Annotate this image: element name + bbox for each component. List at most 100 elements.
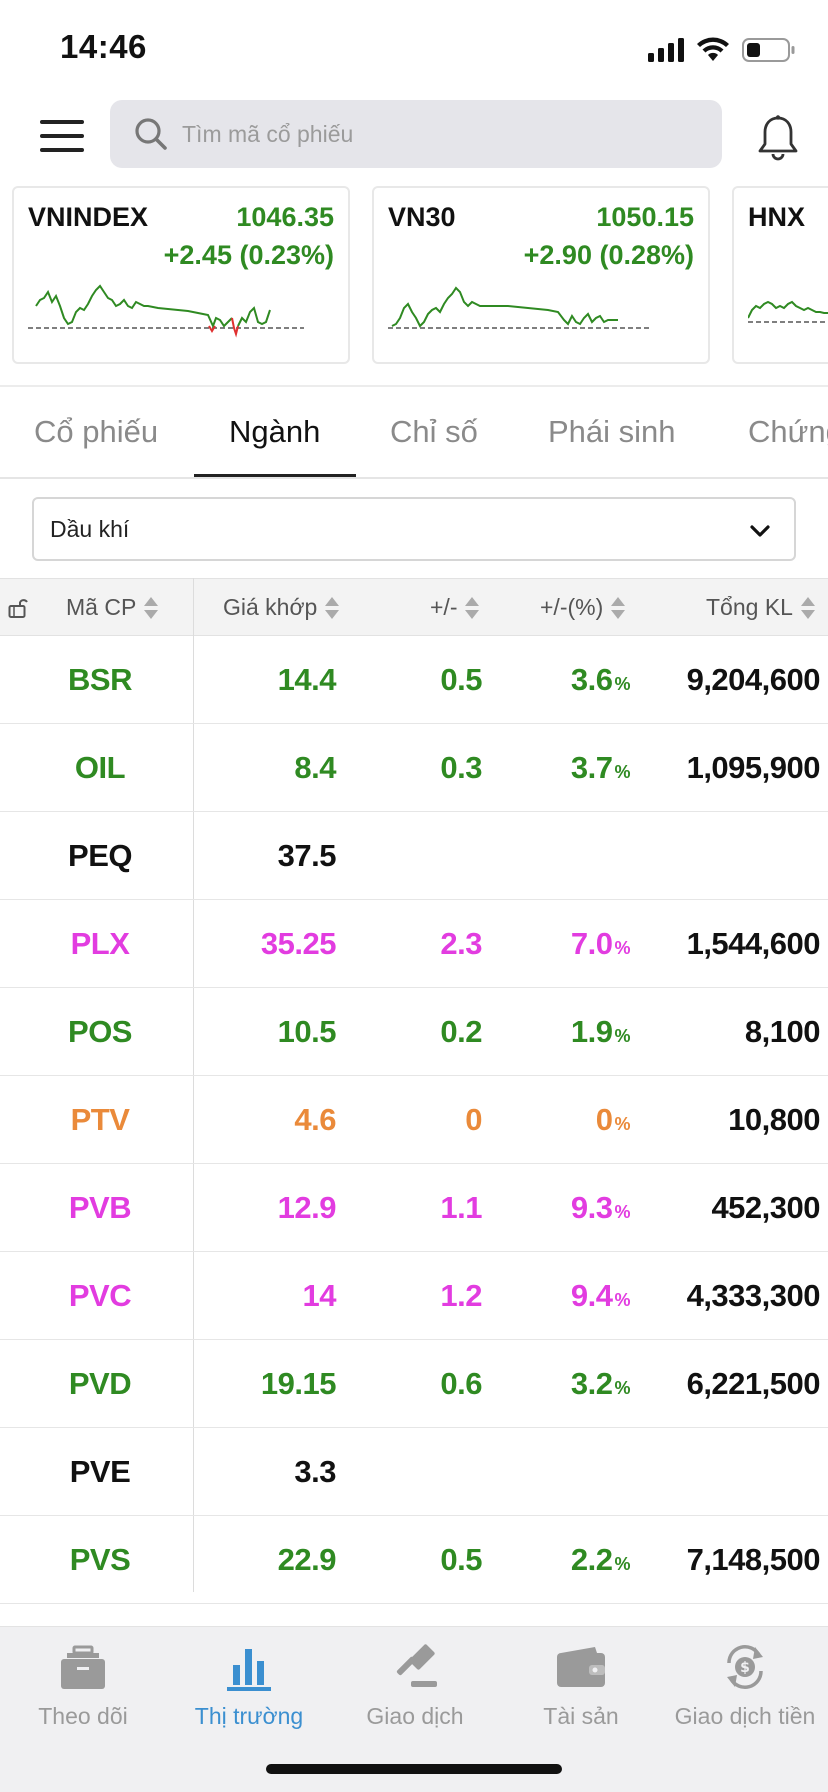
cell-symbol: POS: [68, 1014, 132, 1049]
index-card-vn30[interactable]: VN30 1050.15 +2.90 (0.28%): [372, 186, 710, 364]
table-row[interactable]: PVC 14 1.2 9.4% 4,333,300: [0, 1252, 828, 1340]
cell-volume: 7,148,500: [686, 1542, 821, 1577]
cell-change: 0.6: [440, 1366, 482, 1401]
table-row[interactable]: PLX 35.25 2.3 7.0% 1,544,600: [0, 900, 828, 988]
column-divider: [193, 578, 194, 1592]
cell-price: 8.4: [294, 750, 336, 785]
bar-chart-icon: [227, 1649, 271, 1691]
cell-volume: 9,204,600: [686, 662, 821, 697]
divider: [0, 477, 828, 479]
cell-percent: 7.0%: [570, 926, 631, 961]
table-row[interactable]: PVD 19.15 0.6 3.2% 6,221,500: [0, 1340, 828, 1428]
tab-derivatives[interactable]: Phái sinh: [548, 414, 676, 449]
cell-percent: 3.7%: [570, 750, 631, 785]
gavel-icon: [396, 1644, 437, 1687]
cell-change: 0.5: [440, 662, 482, 697]
tab-stocks[interactable]: Cổ phiếu: [34, 414, 159, 449]
index-change: +2.90 (0.28%): [523, 240, 694, 270]
cell-symbol: OIL: [74, 750, 126, 785]
menu-button[interactable]: [40, 120, 84, 152]
search-input[interactable]: [182, 120, 682, 148]
index-card-hnx[interactable]: HNX: [732, 186, 828, 364]
column-header-label: Tổng KL: [706, 594, 793, 620]
index-sparkline: [748, 300, 828, 323]
active-tab-indicator: [194, 474, 356, 477]
index-sparkline: [28, 284, 304, 338]
cell-volume: 1,095,900: [686, 750, 821, 785]
industry-select[interactable]: Dầu khí: [32, 497, 796, 561]
nav-assets[interactable]: Tài sản: [498, 1641, 664, 1730]
sort-icon: [144, 596, 159, 620]
nav-label: Thị trường: [194, 1703, 304, 1729]
chevron-down-icon: [750, 525, 770, 537]
notification-bell-icon[interactable]: [756, 114, 800, 162]
home-indicator[interactable]: [266, 1764, 562, 1774]
cell-percent: 3.2%: [570, 1366, 631, 1401]
tab-indices[interactable]: Chỉ số: [390, 414, 478, 449]
table-row[interactable]: PEQ 37.5: [0, 812, 828, 900]
nav-trading[interactable]: Giao dịch: [332, 1641, 498, 1730]
table-header: Mã CP Giá khớp +/- +/-(%) Tổng KL: [0, 578, 828, 636]
cell-price: 19.15: [260, 1366, 337, 1401]
cell-percent: 0%: [595, 1102, 631, 1137]
column-header-volume[interactable]: Tổng KL: [706, 594, 815, 621]
cell-volume: 452,300: [711, 1190, 820, 1225]
battery-icon: [742, 38, 795, 62]
table-row[interactable]: OIL 8.4 0.3 3.7% 1,095,900: [0, 724, 828, 812]
cell-price: 12.9: [277, 1190, 337, 1225]
column-header-label: +/-: [430, 594, 458, 620]
index-change: +2.45 (0.23%): [163, 240, 334, 270]
search-bar[interactable]: [110, 100, 722, 168]
table-row[interactable]: POS 10.5 0.2 1.9% 8,100: [0, 988, 828, 1076]
column-header-price[interactable]: Giá khớp: [223, 594, 340, 621]
bottom-navigation: Theo dõi Thị trường Giao dịch Tài sản: [0, 1626, 828, 1792]
nav-market[interactable]: Thị trường: [166, 1641, 332, 1730]
index-card-vnindex[interactable]: VNINDEX 1046.35 +2.45 (0.23%): [12, 186, 350, 364]
cell-volume: 10,800: [728, 1102, 820, 1137]
app-header: [0, 100, 828, 172]
search-icon: [135, 118, 167, 150]
tab-industry[interactable]: Ngành: [229, 414, 321, 449]
cell-percent: 9.4%: [570, 1278, 631, 1313]
cell-symbol: BSR: [68, 662, 132, 697]
table-row[interactable]: PTV 4.6 0 0% 10,800: [0, 1076, 828, 1164]
nav-watchlist[interactable]: Theo dõi: [0, 1641, 166, 1730]
cell-symbol: PLX: [70, 926, 130, 961]
cell-percent: 9.3%: [570, 1190, 631, 1225]
sort-icon: [325, 596, 340, 620]
cell-price: 10.5: [277, 1014, 337, 1049]
column-header-label: Mã CP: [66, 594, 137, 620]
index-strip[interactable]: VNINDEX 1046.35 +2.45 (0.23%) VN30 1050.…: [0, 186, 828, 366]
index-value: 1050.15: [596, 202, 694, 232]
sort-icon: [800, 596, 815, 620]
index-name: VN30: [388, 202, 456, 232]
cell-price: 14: [302, 1278, 337, 1313]
nav-label: Giao dịch tiền: [674, 1703, 816, 1729]
table-row[interactable]: BSR 14.4 0.5 3.6% 9,204,600: [0, 636, 828, 724]
cell-volume: 6,221,500: [686, 1366, 821, 1401]
column-header-percent[interactable]: +/-(%): [540, 594, 626, 621]
index-name: VNINDEX: [28, 202, 149, 232]
cell-symbol: PVS: [69, 1542, 131, 1577]
column-header-symbol[interactable]: Mã CP: [66, 594, 159, 621]
table-row[interactable]: PVS 22.9 0.5 2.2% 7,148,500: [0, 1516, 828, 1604]
sort-icon: [465, 596, 480, 620]
table-row[interactable]: PVB 12.9 1.1 9.3% 452,300: [0, 1164, 828, 1252]
cell-symbol: PTV: [70, 1102, 130, 1137]
tab-warrants[interactable]: Chứng: [748, 414, 828, 449]
unlock-icon[interactable]: [8, 597, 28, 619]
cell-change: 1.2: [440, 1278, 482, 1313]
nav-label: Theo dõi: [38, 1703, 128, 1729]
cell-volume: 1,544,600: [686, 926, 821, 961]
table-row[interactable]: PVE 3.3: [0, 1428, 828, 1516]
sort-icon: [611, 596, 626, 620]
cell-price: 22.9: [277, 1542, 337, 1577]
money-exchange-icon: $: [727, 1645, 763, 1689]
nav-cash-transactions[interactable]: $ Giao dịch tiền: [662, 1641, 828, 1730]
cell-price: 37.5: [277, 838, 337, 873]
column-header-change[interactable]: +/-: [430, 594, 480, 621]
column-header-label: Giá khớp: [223, 594, 318, 620]
market-tabs: Cổ phiếu Ngành Chỉ số Phái sinh Chứng: [0, 390, 828, 478]
cell-percent: 2.2%: [570, 1542, 631, 1577]
index-name: HNX: [748, 202, 806, 232]
